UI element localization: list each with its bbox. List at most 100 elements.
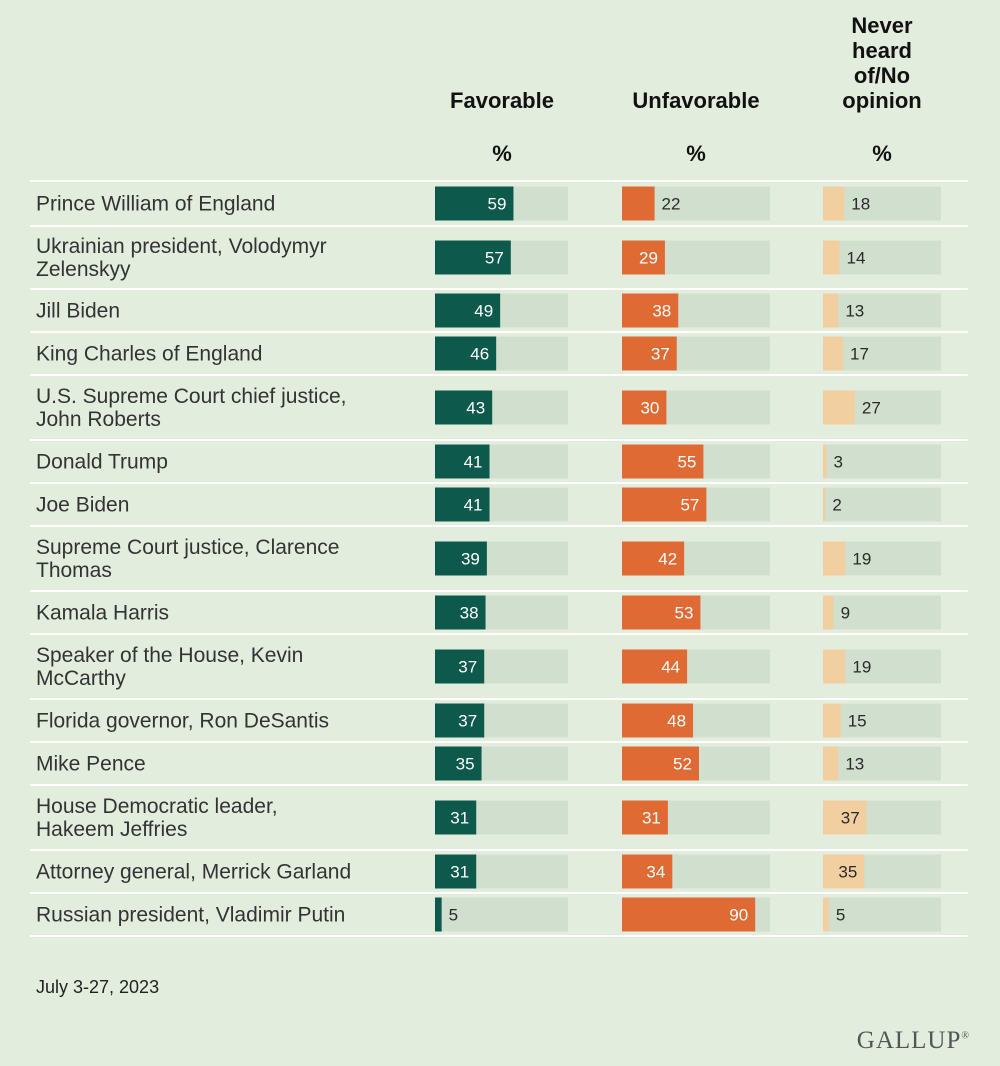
value-label-unfavorable: 30 [640, 399, 659, 418]
value-label-no_opinion: 13 [845, 755, 864, 774]
bar-unfavorable [622, 595, 701, 630]
bar-unfavorable [622, 390, 667, 425]
row-label: Florida governor, Ron DeSantis [36, 710, 329, 733]
bar-track-no_opinion [823, 293, 941, 328]
bar-favorable [435, 293, 501, 328]
value-label-favorable: 35 [456, 755, 475, 774]
bar-no_opinion [823, 595, 834, 630]
bar-favorable [435, 487, 490, 522]
column-unit-unfavorable: % [686, 141, 706, 166]
bar-favorable [435, 595, 486, 630]
value-label-no_opinion: 35 [838, 863, 857, 882]
bar-unfavorable [622, 854, 673, 889]
row-label: McCarthy [36, 667, 126, 690]
value-label-unfavorable: 38 [652, 302, 671, 321]
bar-unfavorable [622, 746, 699, 781]
bar-no_opinion [823, 444, 827, 479]
value-label-favorable: 5 [449, 906, 458, 925]
bar-no_opinion [823, 541, 846, 576]
value-label-favorable: 59 [488, 195, 507, 214]
value-label-favorable: 39 [461, 550, 480, 569]
value-label-favorable: 46 [470, 345, 489, 364]
row-label: King Charles of England [36, 343, 262, 366]
value-label-unfavorable: 57 [680, 496, 699, 515]
value-label-no_opinion: 19 [852, 550, 871, 569]
value-label-unfavorable: 31 [642, 809, 661, 828]
value-label-no_opinion: 37 [841, 809, 860, 828]
bar-favorable [435, 444, 490, 479]
value-label-favorable: 31 [450, 809, 469, 828]
value-label-no_opinion: 13 [845, 302, 864, 321]
row-label: Joe Biden [36, 494, 129, 517]
bar-no_opinion [823, 854, 865, 889]
value-label-favorable: 31 [450, 863, 469, 882]
bar-favorable [435, 336, 497, 371]
bar-unfavorable [622, 293, 679, 328]
value-label-unfavorable: 55 [677, 453, 696, 472]
bar-unfavorable [622, 336, 677, 371]
value-label-no_opinion: 18 [851, 195, 870, 214]
row-label: Mike Pence [36, 753, 146, 776]
column-unit-favorable: % [492, 141, 512, 166]
column-header-no_opinion: heard [852, 38, 912, 63]
value-label-unfavorable: 48 [667, 712, 686, 731]
bar-no_opinion [823, 240, 840, 275]
bar-no_opinion [823, 390, 855, 425]
bar-no_opinion [823, 897, 829, 932]
value-label-unfavorable: 90 [729, 906, 748, 925]
value-label-favorable: 57 [485, 249, 504, 268]
column-header-no_opinion: Never [851, 13, 913, 38]
value-label-no_opinion: 9 [841, 604, 850, 623]
value-label-favorable: 41 [464, 453, 483, 472]
value-label-unfavorable: 52 [673, 755, 692, 774]
gallup-logo: GALLUP® [856, 1027, 970, 1054]
row-label: Russian president, Vladimir Putin [36, 904, 345, 927]
row-label: Attorney general, Merrick Garland [36, 861, 351, 884]
value-label-unfavorable: 29 [639, 249, 658, 268]
bar-favorable [435, 897, 442, 932]
value-label-no_opinion: 19 [852, 658, 871, 677]
favorability-chart: Favorable% Unfavorable% Neverheardof/Noopi… [30, 13, 968, 937]
row-label: House Democratic leader, [36, 795, 278, 818]
bar-no_opinion [823, 649, 846, 684]
bar-unfavorable [622, 800, 668, 835]
survey-date: July 3-27, 2023 [36, 977, 160, 997]
row-label: Ukrainian president, Volodymyr [36, 235, 327, 258]
column-header-no_opinion: opinion [842, 88, 921, 113]
bar-no_opinion [823, 293, 839, 328]
value-label-favorable: 37 [458, 658, 477, 677]
value-label-favorable: 37 [458, 712, 477, 731]
row-label: Hakeem Jeffries [36, 818, 187, 841]
value-label-unfavorable: 53 [675, 604, 694, 623]
bar-no_opinion [823, 800, 867, 835]
value-label-unfavorable: 22 [662, 195, 681, 214]
bar-track-favorable [435, 897, 568, 932]
bar-unfavorable [622, 649, 688, 684]
bar-no_opinion [823, 186, 845, 221]
value-label-unfavorable: 37 [651, 345, 670, 364]
row-label: Prince William of England [36, 193, 275, 216]
bar-favorable [435, 649, 485, 684]
column-unit-no_opinion: % [872, 141, 892, 166]
value-label-no_opinion: 2 [832, 496, 841, 515]
column-header-favorable: Favorable [450, 88, 554, 113]
row-label: U.S. Supreme Court chief justice, [36, 385, 346, 408]
value-label-unfavorable: 42 [658, 550, 677, 569]
value-label-no_opinion: 5 [836, 906, 845, 925]
bar-track-no_opinion [823, 487, 941, 522]
row-label: Kamala Harris [36, 602, 169, 625]
bar-favorable [435, 800, 477, 835]
value-label-no_opinion: 15 [848, 712, 867, 731]
bar-no_opinion [823, 487, 826, 522]
bar-unfavorable [622, 897, 756, 932]
bar-favorable [435, 703, 485, 738]
bar-unfavorable [622, 541, 685, 576]
row-label: Zelenskyy [36, 258, 131, 281]
row-label: Donald Trump [36, 451, 168, 474]
value-label-unfavorable: 34 [646, 863, 665, 882]
value-label-favorable: 43 [466, 399, 485, 418]
bar-no_opinion [823, 703, 841, 738]
bar-no_opinion [823, 336, 844, 371]
bar-favorable [435, 240, 511, 275]
column-header-unfavorable: Unfavorable [632, 88, 759, 113]
